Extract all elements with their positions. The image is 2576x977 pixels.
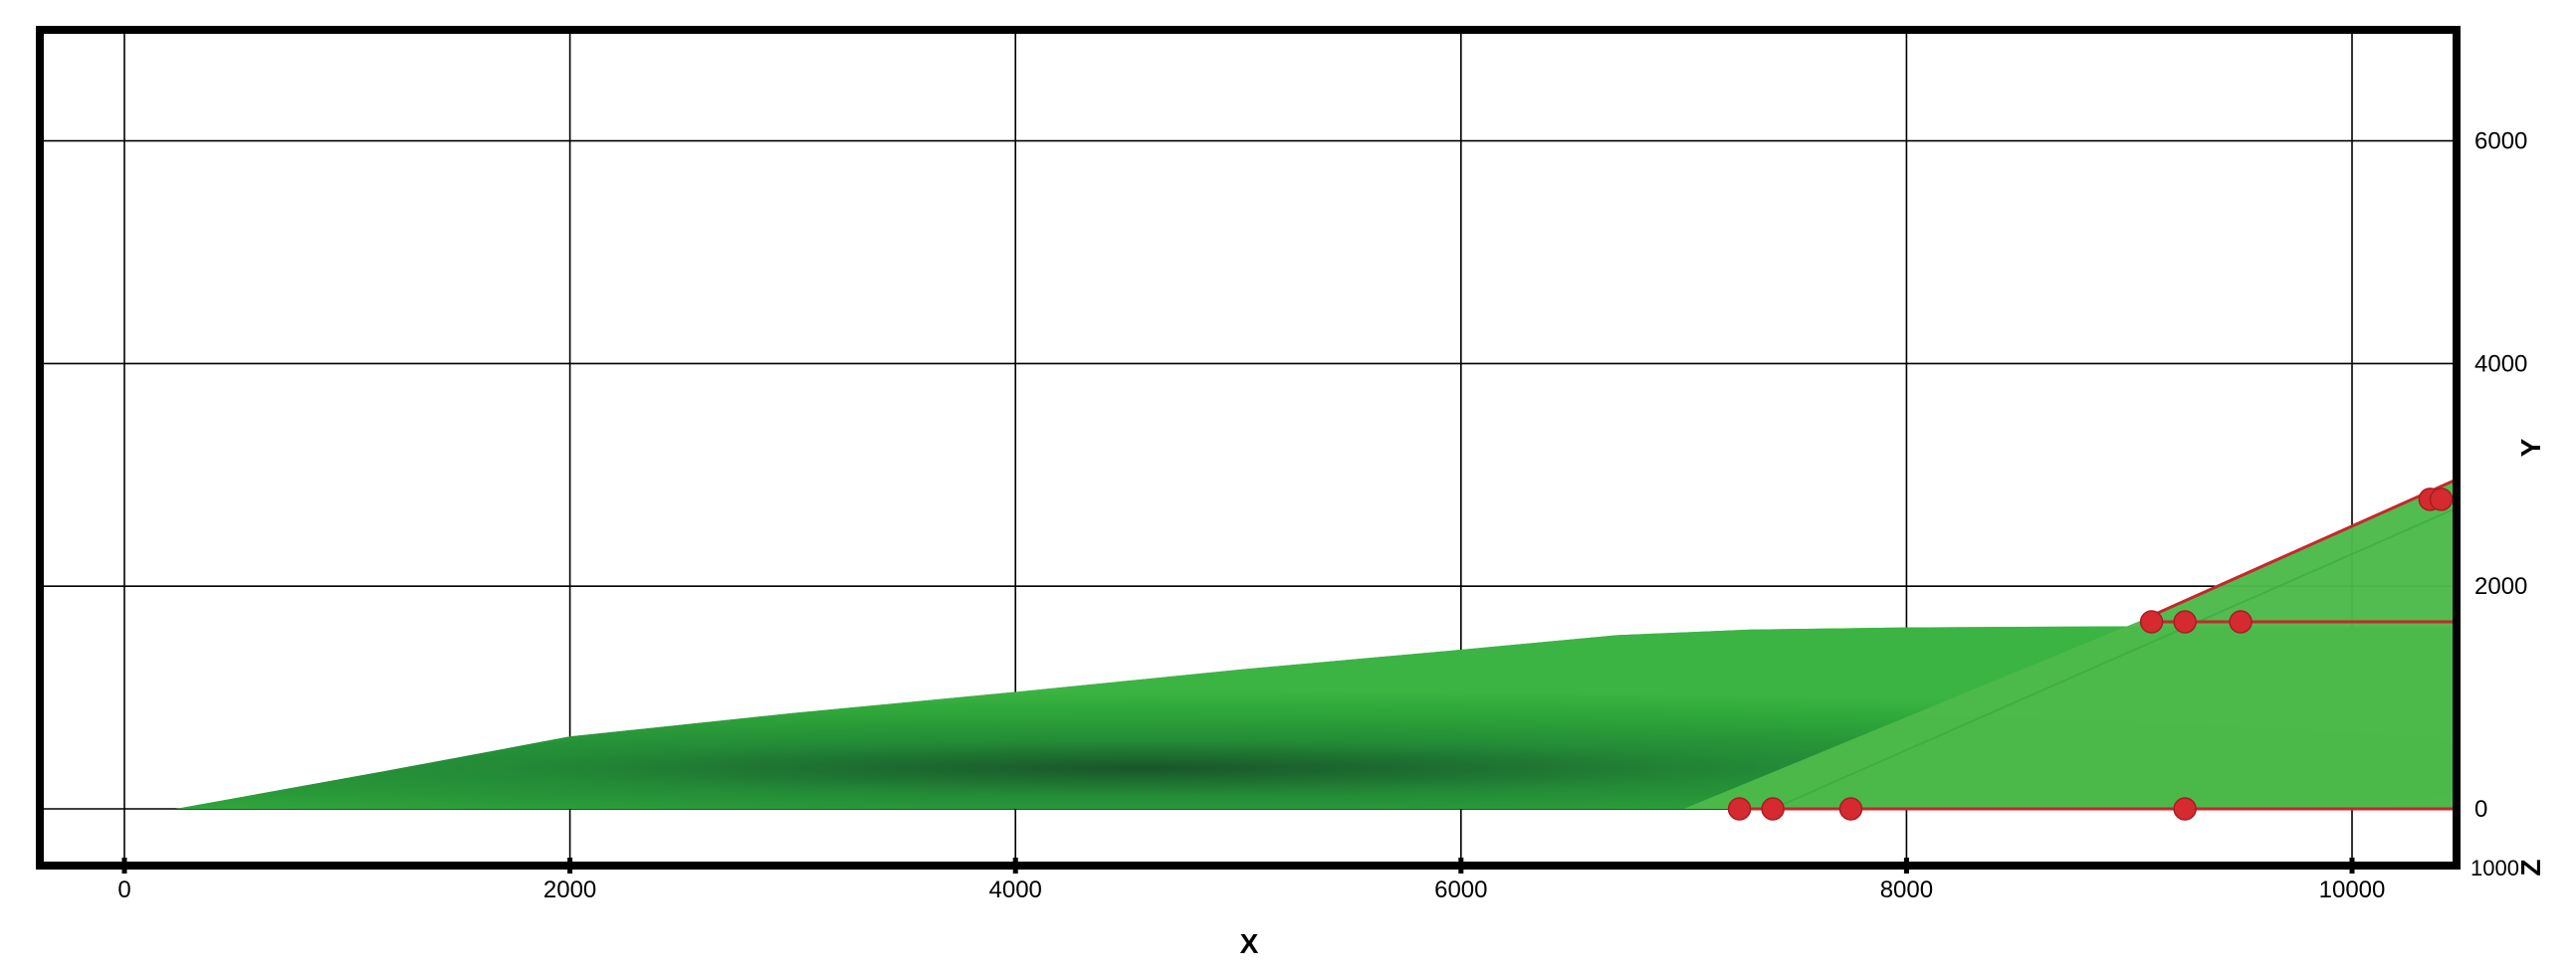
wing-leading-edge	[2139, 478, 2457, 623]
x-tick-label: 8000	[1880, 877, 1933, 903]
z-axis-title: Z	[2515, 859, 2546, 876]
z-tick-label: 1000	[2470, 856, 2519, 880]
station-point	[2229, 610, 2253, 634]
x-tick-label: 0	[117, 877, 130, 903]
station-point	[1761, 797, 1785, 821]
x-tick-label: 2000	[543, 877, 596, 903]
station-point	[2173, 610, 2197, 634]
wing-stations	[1727, 488, 2507, 821]
y-tick-label: 6000	[2474, 128, 2527, 155]
x-tick-label: 4000	[989, 877, 1042, 903]
x-tick-label: 10000	[2319, 877, 2386, 903]
wing-spar-line	[1772, 506, 2457, 810]
station-point	[1727, 797, 1752, 821]
y-tick-label: 4000	[2474, 350, 2527, 377]
plot-frame	[36, 26, 2461, 870]
y-axis-title: Y	[2515, 438, 2546, 457]
station-point	[2429, 488, 2454, 511]
y-axis-ticks: 0 2000 4000 6000	[2453, 39, 2527, 866]
wing-surface	[1683, 479, 2457, 809]
y-tick-label: 2000	[2474, 573, 2527, 600]
aircraft-surface	[175, 478, 2457, 810]
y-tick-label: 0	[2474, 796, 2487, 823]
station-point	[2139, 610, 2164, 634]
x-tick-label: 6000	[1434, 877, 1487, 903]
x-axis-ticks: 0200040006000800010000120001400016000180…	[117, 858, 2386, 903]
station-point	[1838, 797, 1863, 821]
station-point	[2485, 488, 2507, 510]
x-axis-title: X	[1240, 928, 1259, 959]
station-point	[2173, 797, 2197, 821]
station-point	[2485, 611, 2507, 633]
